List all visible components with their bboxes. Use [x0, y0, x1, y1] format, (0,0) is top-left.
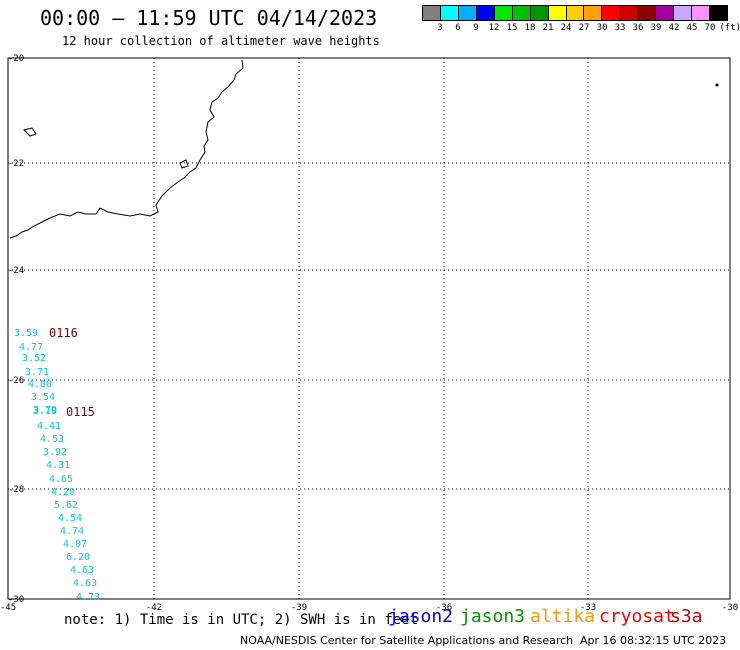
pass-time-labels: 0116 0115	[49, 326, 95, 419]
legend-tick-label: 42	[668, 23, 680, 33]
chart-subtitle: 12 hour collection of altimeter wave hei…	[62, 34, 380, 48]
legend-tick-label: 36	[632, 23, 644, 33]
legend-tick-label: 33	[614, 23, 626, 33]
longitude-labels: -45 -42 -39 -36 -33 -30	[0, 603, 738, 613]
legend-tick-label: (ft)	[719, 23, 740, 33]
legend-tick-label: 3	[437, 23, 443, 33]
wave-height-label: 3.79	[33, 405, 57, 416]
wave-height-label: 4.63	[70, 565, 94, 576]
longitude-label: -36	[436, 603, 452, 613]
wave-height-label: 4.54	[58, 513, 82, 524]
pass-time-label: 0115	[66, 405, 95, 419]
grid-lines	[8, 58, 730, 599]
legend-swatch	[530, 6, 549, 20]
legend-swatch	[674, 6, 693, 20]
legend-tick-label: 6	[455, 23, 461, 33]
latitude-label: -22	[8, 159, 24, 169]
legend-tick-label: 24	[560, 23, 572, 33]
wave-height-label: 3.59	[14, 328, 38, 339]
wave-height-label: 3.92	[43, 447, 67, 458]
legend-swatch	[710, 6, 727, 20]
pass-time-label: 0116	[49, 326, 78, 340]
legend-tick-label: 15	[506, 23, 518, 33]
wave-height-labels: 3.59 4.773.52 3.714.80 3.54 3.793.19 4.41 4.53…	[14, 328, 100, 603]
wave-height-label: 4.63	[73, 578, 97, 589]
legend-tick-label: 27	[578, 23, 590, 33]
legend-swatch	[548, 6, 567, 20]
latitude-label: -28	[8, 485, 24, 495]
legend-swatch	[602, 6, 621, 20]
legend-tick-label: 30	[596, 23, 608, 33]
satellite-jason2: jason2	[388, 606, 454, 627]
legend-swatches	[422, 5, 728, 21]
wave-height-label: 4.07	[63, 539, 87, 550]
legend-swatch	[692, 6, 710, 20]
coastline	[9, 59, 244, 239]
wave-height-label: 3.54	[31, 392, 55, 403]
legend-swatch	[620, 6, 639, 20]
wave-height-label: 4.53	[40, 434, 64, 445]
island	[179, 159, 189, 169]
wave-height-label: 3.19	[33, 406, 57, 417]
legend-swatch	[476, 6, 495, 20]
legend-swatch	[656, 6, 675, 20]
legend-swatch	[566, 6, 585, 20]
longitude-label: -33	[580, 603, 596, 613]
satellite-jason3: jason3	[460, 606, 526, 627]
satellite-cryosat: cryosat	[599, 606, 675, 627]
legend-swatch	[440, 6, 459, 20]
wave-height-label: 4.65	[49, 474, 73, 485]
wave-height-label: 4.74	[60, 526, 84, 537]
wave-height-label: 6.20	[66, 552, 90, 563]
longitude-label: -39	[291, 603, 307, 613]
map-frame	[7, 57, 731, 600]
satellite-s3a: s3a	[670, 606, 703, 627]
legend-swatch	[584, 6, 603, 20]
legend-tick-label: 70	[704, 23, 716, 33]
longitude-label: -42	[146, 603, 162, 613]
map-point	[715, 83, 719, 87]
latitude-label: -26	[8, 376, 24, 386]
generated-timestamp: Apr 16 08:32:15 UTC 2023	[580, 634, 727, 647]
latitude-labels: -20 -22 -24 -26 -28 -30	[8, 54, 24, 605]
legend-tick-label: 12	[488, 23, 500, 33]
credit-line: NOAA/NESDIS Center for Satellite Applica…	[240, 634, 574, 647]
legend-swatch	[638, 6, 657, 20]
wave-height-label: 4.77	[19, 342, 43, 353]
legend-tick-label: 21	[542, 23, 554, 33]
legend-ticks: 3 6 9 12 15 18 21 24 27 30 33 36 39 42 45 70 (ft)	[422, 21, 740, 37]
wave-height-label: 5.62	[54, 500, 78, 511]
wave-height-label: 4.73	[76, 592, 100, 603]
wave-height-label: 4.20	[51, 487, 75, 498]
legend-swatch	[512, 6, 531, 20]
footer-note: note: 1) Time is in UTC; 2) SWH is in fe…	[64, 612, 419, 628]
legend-tick-label: 9	[473, 23, 479, 33]
legend-tick-label: 39	[650, 23, 662, 33]
legend-swatch	[494, 6, 513, 20]
latitude-label: -20	[8, 54, 24, 64]
legend-tick-label: 45	[686, 23, 698, 33]
color-legend: 3 6 9 12 15 18 21 24 27 30 33 36 39 42 45 70 (ft)	[422, 5, 740, 41]
legend-tick-label: 18	[524, 23, 536, 33]
wave-height-label: 3.71	[25, 367, 49, 378]
wave-height-label: 4.31	[46, 460, 70, 471]
latitude-label: -30	[8, 595, 24, 605]
legend-swatch	[458, 6, 477, 20]
satellite-altika: altika	[530, 606, 596, 627]
wave-height-label: 4.80	[28, 379, 52, 390]
chart-title: 00:00 – 11:59 UTC 04/14/2023	[40, 6, 378, 30]
longitude-label: -30	[722, 603, 738, 613]
legend-swatch	[423, 6, 441, 20]
wave-height-label: 4.41	[37, 421, 61, 432]
wave-height-label: 3.52	[22, 353, 46, 364]
latitude-label: -24	[8, 266, 24, 276]
longitude-label: -45	[0, 603, 16, 613]
island	[23, 127, 37, 137]
